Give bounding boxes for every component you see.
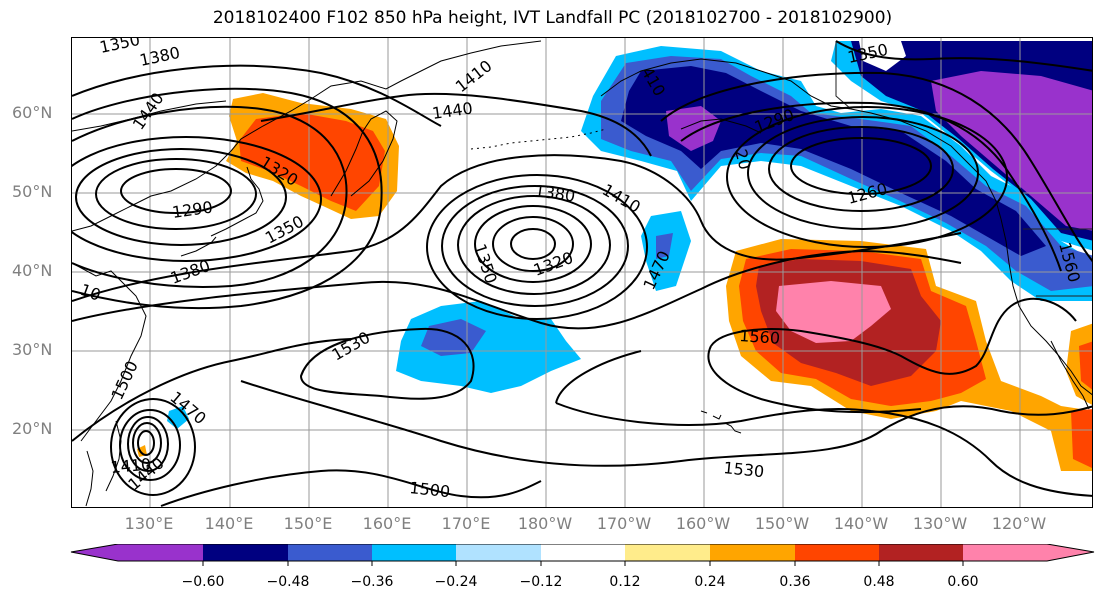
contour-label: 1410: [599, 180, 644, 217]
colorbar-segment: [288, 544, 372, 561]
colorbar-tick: −0.48: [266, 574, 310, 590]
colorbar-segment: [203, 544, 288, 561]
colorbar-segment: [456, 544, 541, 561]
shade-blue-central: [421, 319, 486, 356]
contour-label: 1410: [452, 56, 496, 96]
shade-purple-alaska: [666, 106, 721, 151]
graticule: [72, 38, 1092, 507]
contour-label: 1290: [171, 197, 214, 221]
colorbar-tick: 0.24: [694, 574, 726, 590]
map-svg: 1350 1380 1440 1410 1440 1320 1290 1350 …: [72, 38, 1092, 507]
shade-white-ne: [859, 41, 906, 71]
shade-blue-small-inner: [656, 233, 673, 259]
height-contours: [72, 40, 1092, 507]
shade-red-re1: [1079, 341, 1092, 390]
colorbar-segment: [541, 544, 625, 561]
shade-red-nw: [239, 113, 385, 211]
lon-label-160e: 160°E: [362, 514, 412, 533]
colorbar: [70, 544, 1095, 566]
shade-red-re2: [1071, 409, 1092, 469]
colorbar-tick: 0.48: [863, 574, 895, 590]
contour-label: 1500: [409, 478, 451, 501]
contour-label: 1380: [138, 43, 182, 70]
shade-purple-ne: [931, 71, 1092, 231]
colorbar-segment: [710, 544, 795, 561]
lon-label-150w: 150°W: [754, 514, 810, 533]
lon-label-150e: 150°E: [283, 514, 333, 533]
contour-label: 1530: [329, 328, 374, 365]
contour-label: 1560: [739, 326, 781, 348]
lat-label-30n: 30°N: [12, 340, 53, 359]
lon-label-140e: 140°E: [204, 514, 254, 533]
lat-label-20n: 20°N: [12, 419, 53, 438]
contour-label: 1500: [107, 358, 141, 403]
colorbar-segment: [963, 544, 1047, 561]
colorbar-extend-left: [71, 544, 118, 561]
lon-label-130w: 130°W: [912, 514, 968, 533]
contour-label: 1380: [533, 181, 576, 205]
lon-label-170e: 170°E: [441, 514, 491, 533]
colorbar-segment: [879, 544, 963, 561]
lon-label-170w: 170°W: [596, 514, 652, 533]
lat-label-50n: 50°N: [12, 182, 53, 201]
lon-label-160w: 160°W: [675, 514, 731, 533]
lon-label-120w: 120°W: [991, 514, 1047, 533]
contour-label: 1350: [98, 38, 142, 57]
lat-label-40n: 40°N: [12, 261, 53, 280]
colorbar-extend-right: [1047, 544, 1094, 561]
colorbar-tick: −0.36: [350, 574, 394, 590]
colorbar-segment: [372, 544, 456, 561]
colorbar-tick: 0.60: [947, 574, 979, 590]
contour-label: 1410: [110, 455, 152, 477]
contour-label: 20: [731, 147, 755, 172]
lon-label-140w: 140°W: [833, 514, 889, 533]
map-panel: 1350 1380 1440 1410 1440 1320 1290 1350 …: [71, 37, 1093, 508]
colorbar-segment: [795, 544, 879, 561]
contour-label: 1530: [723, 458, 765, 481]
colorbar-tick: −0.60: [181, 574, 225, 590]
lat-label-60n: 60°N: [12, 103, 53, 122]
lon-label-130e: 130°E: [124, 514, 174, 533]
colorbar-tick: 0.12: [609, 574, 641, 590]
colorbar-outline: [70, 544, 1095, 562]
contour-label: 1350: [470, 241, 501, 286]
colorbar-tick: −0.12: [519, 574, 563, 590]
colorbar-tick: 0.36: [779, 574, 811, 590]
chart-title: 2018102400 F102 850 hPa height, IVT Land…: [212, 8, 893, 28]
colorbar-segment: [118, 544, 203, 561]
colorbar-tick: −0.24: [434, 574, 478, 590]
lon-label-180w: 180°W: [517, 514, 573, 533]
colorbar-segment: [625, 544, 710, 561]
contour-label: 10: [78, 280, 104, 305]
